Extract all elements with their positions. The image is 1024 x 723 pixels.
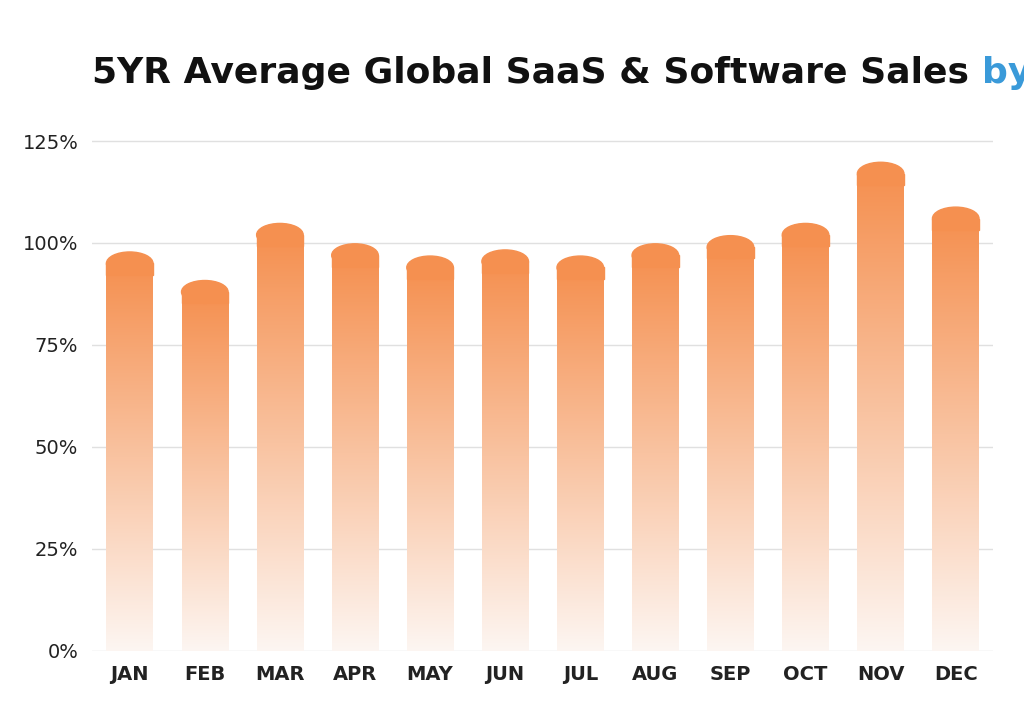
Bar <box>557 268 603 279</box>
Text: 5YR Average Global SaaS & Software Sales: 5YR Average Global SaaS & Software Sales <box>92 56 982 90</box>
Ellipse shape <box>857 162 904 185</box>
Bar <box>632 255 679 267</box>
Bar <box>857 174 904 185</box>
Ellipse shape <box>782 223 828 247</box>
Ellipse shape <box>407 256 454 279</box>
Ellipse shape <box>557 256 603 279</box>
Bar <box>257 235 303 247</box>
Bar <box>933 218 979 230</box>
Ellipse shape <box>257 223 303 247</box>
Bar <box>407 268 454 279</box>
Ellipse shape <box>482 250 528 273</box>
Ellipse shape <box>632 244 679 267</box>
Bar <box>782 235 828 247</box>
Ellipse shape <box>933 207 979 230</box>
Bar <box>106 263 153 275</box>
Bar <box>181 292 228 304</box>
Bar <box>708 247 754 259</box>
Ellipse shape <box>181 281 228 304</box>
Ellipse shape <box>708 236 754 259</box>
Bar <box>332 255 378 267</box>
Bar <box>482 261 528 273</box>
Text: by Month: by Month <box>982 56 1024 90</box>
Ellipse shape <box>332 244 378 267</box>
Ellipse shape <box>106 252 153 275</box>
